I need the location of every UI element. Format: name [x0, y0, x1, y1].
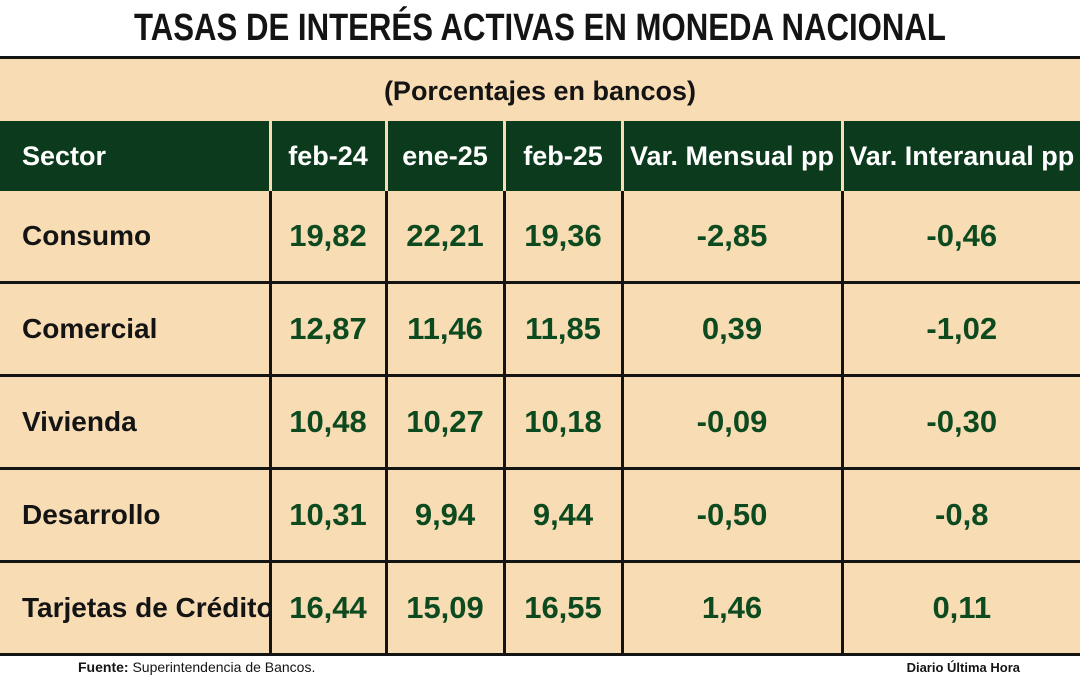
value-cell: -0,30 [842, 375, 1080, 470]
value-cell: 9,94 [386, 468, 506, 563]
value-cell: 11,46 [386, 282, 506, 377]
value-cell: -1,02 [842, 282, 1080, 377]
value-cell: -2,85 [622, 191, 844, 284]
value-cell: 22,21 [386, 191, 506, 284]
column-header-feb-24: feb-24 [270, 121, 388, 191]
column-header-sector: Sector [0, 121, 272, 191]
source-text: Superintendencia de Bancos. [132, 659, 316, 675]
publisher-credit: Diario Última Hora [906, 660, 1020, 675]
sector-cell: Consumo [0, 191, 272, 284]
value-cell: 1,46 [622, 561, 844, 653]
column-header-var-mensual: Var. Mensual pp [622, 121, 844, 191]
sector-cell: Comercial [0, 282, 272, 377]
value-cell: 9,44 [504, 468, 624, 563]
value-cell: -0,8 [842, 468, 1080, 563]
value-cell: -0,09 [622, 375, 844, 470]
rates-table: Sector feb-24 ene-25 feb-25 Var. Mensual… [0, 121, 1080, 653]
value-cell: 10,48 [270, 375, 388, 470]
value-cell: -0,50 [622, 468, 844, 563]
table-row: Tarjetas de Crédito 16,44 15,09 16,55 1,… [0, 561, 1080, 653]
value-cell: 19,36 [504, 191, 624, 284]
sector-cell: Desarrollo [0, 468, 272, 563]
value-cell: 16,55 [504, 561, 624, 653]
value-cell: 11,85 [504, 282, 624, 377]
table-row: Consumo 19,82 22,21 19,36 -2,85 -0,46 [0, 191, 1080, 284]
value-cell: 10,31 [270, 468, 388, 563]
column-header-ene-25: ene-25 [386, 121, 506, 191]
value-cell: -0,46 [842, 191, 1080, 284]
value-cell: 12,87 [270, 282, 388, 377]
chart-title: TASAS DE INTERÉS ACTIVAS EN MONEDA NACIO… [134, 7, 946, 49]
table-panel: (Porcentajes en bancos) Sector feb-24 en… [0, 56, 1080, 656]
value-cell: 0,39 [622, 282, 844, 377]
value-cell: 0,11 [932, 590, 992, 625]
header-row: Sector feb-24 ene-25 feb-25 Var. Mensual… [0, 121, 1080, 191]
table-row: Comercial 12,87 11,46 11,85 0,39 -1,02 [0, 282, 1080, 377]
column-header-var-interanual: Var. Interanual pp [842, 121, 1080, 191]
source-label: Fuente: [78, 659, 129, 675]
chart-subtitle: (Porcentajes en bancos) [383, 76, 697, 106]
value-cell: 10,18 [504, 375, 624, 470]
sector-cell: Tarjetas de Crédito [0, 561, 272, 653]
column-header-feb-25: feb-25 [504, 121, 624, 191]
value-cell: 19,82 [270, 191, 388, 284]
table-row: Vivienda 10,48 10,27 10,18 -0,09 -0,30 [0, 375, 1080, 470]
table-row: Desarrollo 10,31 9,94 9,44 -0,50 -0,8 [0, 468, 1080, 563]
value-cell: 16,44 [270, 561, 388, 653]
sector-cell: Vivienda [0, 375, 272, 470]
source-note: Fuente: Superintendencia de Bancos. [78, 659, 315, 675]
value-cell: 15,09 [386, 561, 506, 653]
value-cell: 10,27 [386, 375, 506, 470]
